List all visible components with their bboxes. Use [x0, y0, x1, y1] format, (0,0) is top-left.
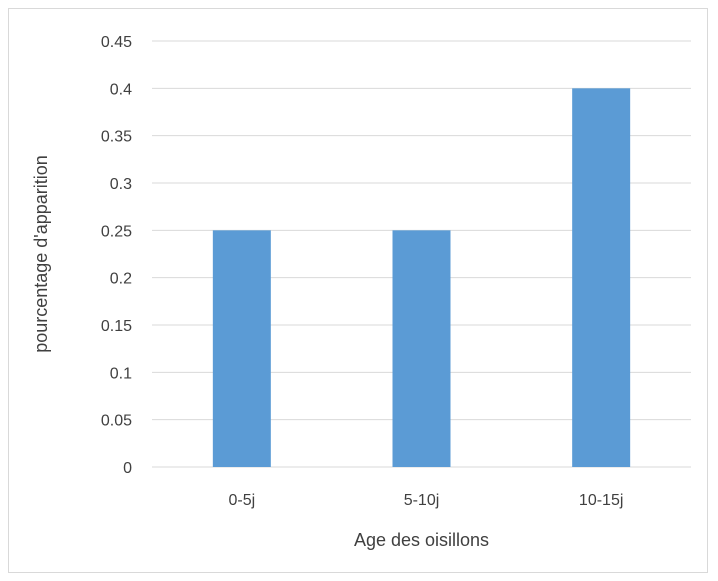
y-tick-label: 0.35: [101, 129, 132, 146]
bar: [212, 230, 271, 467]
bars: [212, 88, 631, 467]
x-axis-categories: 0-5j 5-10j 10-15j: [228, 492, 623, 509]
y-tick-label: 0.05: [101, 413, 132, 430]
bar: [572, 88, 631, 467]
y-axis-ticks: 0 0.05 0.1 0.15 0.2 0.25 0.3 0.35 0.4 0.45: [101, 34, 132, 477]
x-axis-title: Age des oisillons: [354, 530, 489, 550]
y-tick-label: 0: [123, 460, 132, 477]
bar: [392, 230, 451, 467]
y-tick-label: 0.25: [101, 223, 132, 240]
chart-frame: 0 0.05 0.1 0.15 0.2 0.25 0.3 0.35 0.4 0.45 0-5j 5-…: [8, 8, 708, 573]
x-category-label: 0-5j: [228, 492, 255, 509]
y-axis-title: pourcentage d'apparition: [31, 155, 51, 353]
y-tick-label: 0.45: [101, 34, 132, 51]
y-tick-label: 0.3: [110, 176, 132, 193]
y-tick-label: 0.4: [110, 81, 132, 98]
y-tick-label: 0.2: [110, 271, 132, 288]
y-tick-label: 0.1: [110, 365, 132, 382]
x-category-label: 10-15j: [579, 492, 623, 509]
y-tick-label: 0.15: [101, 318, 132, 335]
bar-chart: 0 0.05 0.1 0.15 0.2 0.25 0.3 0.35 0.4 0.45 0-5j 5-…: [31, 34, 691, 550]
x-category-label: 5-10j: [404, 492, 440, 509]
